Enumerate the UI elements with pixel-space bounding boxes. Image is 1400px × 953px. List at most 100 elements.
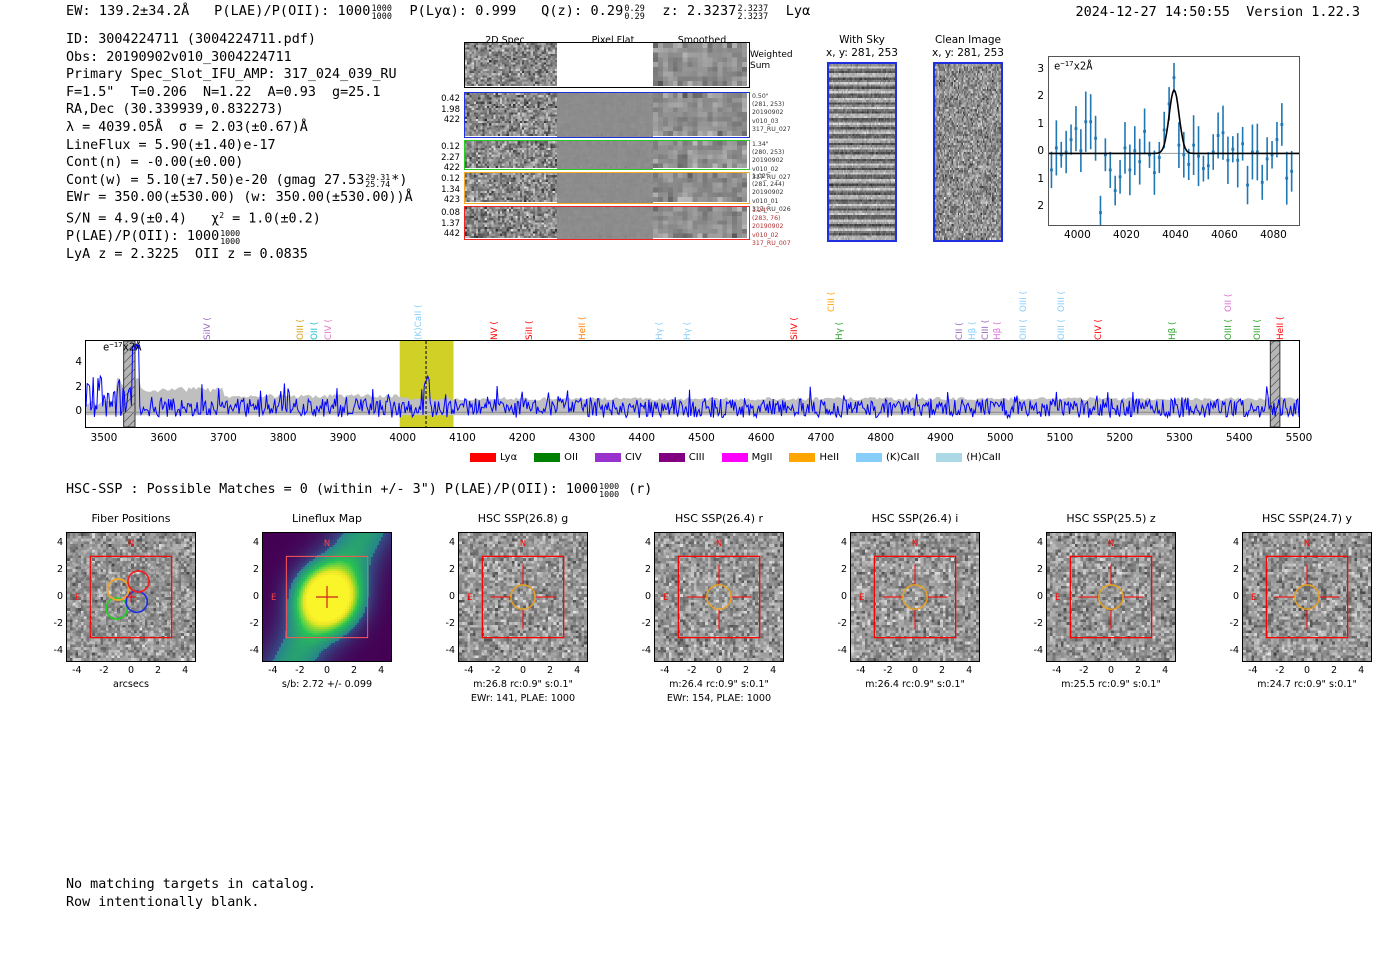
cutout-title: HSC SSP(26.4) i [871, 512, 959, 525]
cutout-xtick: -2 [1079, 665, 1089, 676]
spec2d-title-2: Smoothed [677, 35, 727, 46]
cutout-xtick: 0 [1303, 665, 1311, 676]
legend-item: Lyα [470, 452, 517, 463]
legend-label: OII [564, 452, 578, 463]
cutout-caption-1: m:26.4 rc:0.9" s:0.1" [865, 679, 965, 690]
spec2d-row-image [464, 206, 750, 240]
legend-label: CIV [624, 452, 642, 463]
legend-label: (K)CaII [886, 452, 920, 463]
legend-swatch [534, 453, 561, 462]
cutout-ytick: -2 [837, 618, 847, 630]
cutout-xtick: 2 [1331, 665, 1338, 676]
cutout-ytick: 0 [644, 591, 651, 602]
header-z-suffix: Lyα [785, 3, 811, 19]
cutout-xtick: 0 [519, 665, 527, 676]
cutout-xtick: -4 [856, 665, 866, 676]
cutout-ytick: 2 [1232, 563, 1239, 575]
sky-panel-coords: x, y: 281, 253 [826, 47, 898, 59]
cutout-xtick: 4 [770, 665, 777, 676]
cutout-image[interactable] [458, 532, 588, 662]
cutout-ytick: 4 [840, 536, 847, 548]
header-z-label: z: 2.3237 [662, 3, 737, 19]
cutout-xtick: -2 [1275, 665, 1285, 676]
cutout-ytick: 4 [1232, 536, 1239, 548]
zoom-plot-xtick: 4000 [1064, 229, 1091, 241]
sky-panel-name: With Sky [839, 34, 885, 46]
emission-line-label: OIII ( [1057, 291, 1067, 312]
cutout-ytick: 0 [56, 591, 63, 602]
cutout-ytick: -2 [1033, 618, 1043, 630]
cutout-image[interactable] [1242, 532, 1372, 662]
spec2d-weighted-sum-label: Weighted Sum [750, 50, 793, 71]
spectrum-xtick: 5100 [1046, 432, 1074, 444]
legend-item: CIII [658, 452, 705, 463]
cutout-ytick: 2 [840, 563, 847, 575]
header-ew: EW: 139.2±34.2Å [66, 3, 190, 19]
cutout-image[interactable] [654, 532, 784, 662]
legend-swatch [789, 453, 816, 462]
cutout-xtick: 0 [715, 665, 723, 676]
cutout-xtick: -2 [295, 665, 305, 676]
cutout-image[interactable] [850, 532, 980, 662]
cutout-ytick: -4 [1229, 645, 1239, 657]
cutout-image[interactable] [1046, 532, 1176, 662]
cutout-caption-1: m:26.8 rc:0.9" s:0.1" [473, 679, 573, 690]
spectrum-xtick: 4300 [568, 432, 596, 444]
emission-line-label: Hγ ( [835, 321, 845, 340]
info-sn: S/N = 4.9(±0.4) χ [66, 211, 220, 227]
emission-line-label: Hβ ( [968, 321, 978, 340]
spec2d-row-image [464, 92, 750, 138]
info-plae-label: P(LAE)/P(OII): 1000 [66, 228, 220, 244]
legend-item: (K)CaII [856, 452, 919, 463]
emission-line-label: OII ( [310, 321, 320, 340]
cutout-xtick: 4 [966, 665, 973, 676]
legend-swatch [936, 453, 963, 462]
emission-line-label: CII ( [955, 322, 965, 340]
zoom-plot-ytick: 0 [1037, 145, 1044, 158]
emission-line-label: CIII ( [981, 319, 991, 340]
cutout-caption-1: m:26.4 rc:0.9" s:0.1" [669, 679, 769, 690]
cutout-ytick: 4 [1036, 536, 1043, 548]
zoom-plot-xtick: 4080 [1260, 229, 1287, 241]
info-primary-spec: Primary Spec_Slot_IFU_AMP: 317_024_039_R… [66, 67, 397, 83]
info-chi-exponent: 2 [219, 210, 225, 220]
cutout-ytick: -4 [837, 645, 847, 657]
emission-line-label: SiIV ( [790, 317, 800, 340]
cutout-xtick: -4 [464, 665, 474, 676]
cutout-image[interactable] [262, 532, 392, 662]
footer-line-1: No matching targets in catalog. [66, 877, 316, 892]
emission-line-label: OIII ( [1224, 319, 1234, 340]
spec2d-row-image [464, 42, 750, 88]
sky-panel-name: Clean Image [934, 34, 1002, 46]
cutout-xtick: -4 [1052, 665, 1062, 676]
version-label: Version 1.22.3 [1246, 4, 1360, 20]
header-plya: P(Lyα): 0.999 [409, 3, 517, 19]
hsc-plae-fraction: 1000 1000 [599, 480, 620, 499]
cutout-image[interactable] [66, 532, 196, 662]
cutout-ytick: 0 [840, 591, 847, 602]
emission-line-label: Hβ ( [1168, 321, 1178, 340]
cutout-title: Fiber Positions [91, 512, 171, 525]
header-qz-fraction: 0.29 0.29 [624, 2, 645, 21]
cutout-ytick: 2 [252, 563, 259, 575]
emission-line-label: CIV ( [324, 319, 334, 340]
info-cont-w: Cont(w) = 5.10(±7.50)e-20 (gmag 27.53 [66, 172, 365, 188]
spec2d-row-image [464, 172, 750, 204]
cutout-xtick: -2 [491, 665, 501, 676]
cutout-xtick: -4 [72, 665, 82, 676]
cutout-title: Lineflux Map [291, 512, 363, 525]
emission-line-label: OIII ( [1057, 319, 1067, 340]
info-cont-w-end: *) [391, 172, 408, 188]
emission-line-label: HeII ( [1276, 316, 1286, 340]
emission-line-label: CIII ( [827, 291, 837, 312]
spectrum-xtick: 3500 [90, 432, 118, 444]
zoom-plot-axes [1048, 56, 1300, 226]
zoom-plot-ytick: 2 [1037, 90, 1044, 103]
legend-swatch [856, 453, 883, 462]
cutout-ytick: -4 [249, 645, 259, 657]
timestamp: 2024-12-27 14:50:55 [1075, 4, 1230, 20]
spec2d-row-stats: 0.08 1.37 442 [441, 208, 460, 239]
spec2d-title-0: 2D Spec [485, 35, 525, 46]
cutout-caption-1: s/b: 2.72 +/- 0.099 [281, 679, 373, 690]
spec2d-title-1: Pixel Flat [591, 35, 635, 46]
